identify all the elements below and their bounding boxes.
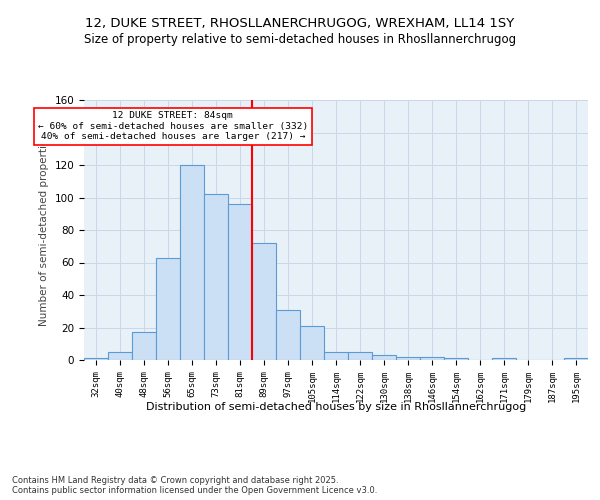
Y-axis label: Number of semi-detached properties: Number of semi-detached properties bbox=[39, 134, 49, 326]
Bar bbox=[444, 358, 468, 360]
Bar bbox=[252, 243, 276, 360]
Bar bbox=[348, 352, 372, 360]
Bar bbox=[420, 357, 444, 360]
Text: Size of property relative to semi-detached houses in Rhosllannerchrugog: Size of property relative to semi-detach… bbox=[84, 32, 516, 46]
Text: Contains HM Land Registry data © Crown copyright and database right 2025.
Contai: Contains HM Land Registry data © Crown c… bbox=[12, 476, 377, 495]
Bar bbox=[84, 358, 108, 360]
Bar bbox=[180, 165, 204, 360]
Bar bbox=[300, 326, 324, 360]
Text: 12 DUKE STREET: 84sqm
← 60% of semi-detached houses are smaller (332)
40% of sem: 12 DUKE STREET: 84sqm ← 60% of semi-deta… bbox=[38, 112, 308, 141]
Bar bbox=[276, 310, 300, 360]
Bar bbox=[204, 194, 228, 360]
Bar bbox=[156, 258, 180, 360]
Bar bbox=[228, 204, 252, 360]
Text: 12, DUKE STREET, RHOSLLANERCHRUGOG, WREXHAM, LL14 1SY: 12, DUKE STREET, RHOSLLANERCHRUGOG, WREX… bbox=[85, 18, 515, 30]
Bar bbox=[372, 355, 396, 360]
Bar bbox=[132, 332, 156, 360]
Bar bbox=[564, 358, 588, 360]
Bar bbox=[396, 357, 420, 360]
Bar bbox=[108, 352, 132, 360]
Bar bbox=[492, 358, 516, 360]
Bar bbox=[324, 352, 348, 360]
Text: Distribution of semi-detached houses by size in Rhosllannerchrugog: Distribution of semi-detached houses by … bbox=[146, 402, 526, 412]
